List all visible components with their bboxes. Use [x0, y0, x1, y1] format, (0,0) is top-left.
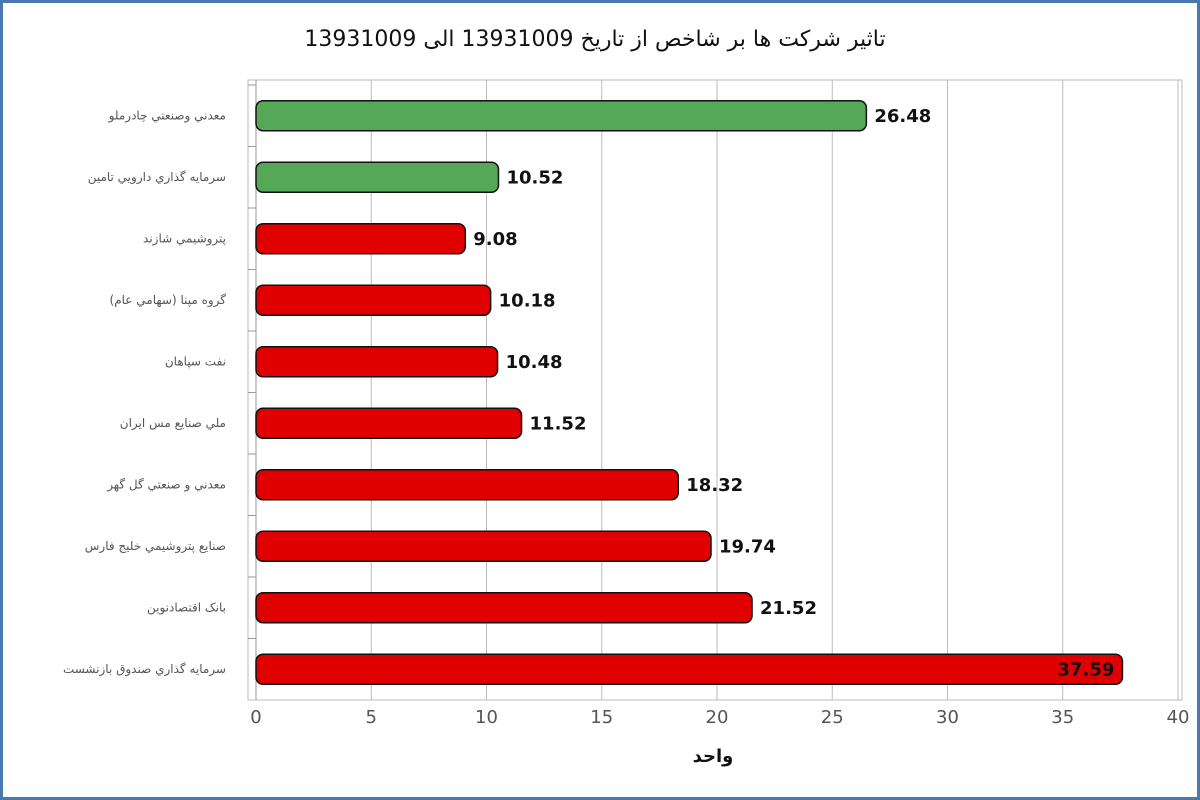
x-tick-label: 5	[366, 707, 377, 728]
bar	[255, 653, 1124, 685]
value-label: 21.52	[760, 598, 817, 619]
x-tick-label: 35	[1051, 707, 1074, 728]
y-tick-label: معدني وصنعتي چادرملو	[108, 108, 226, 123]
value-label: 26.48	[874, 106, 931, 127]
value-label: 10.52	[506, 167, 563, 188]
x-axis-label: واحد	[693, 746, 734, 767]
bar	[255, 346, 499, 378]
y-tick-label: پتروشيمي شازند	[143, 231, 226, 246]
bar	[255, 469, 680, 501]
x-tick-label: 30	[936, 707, 959, 728]
x-tick-label: 20	[706, 707, 729, 728]
y-tick-label: گروه مپنا (سهامي عام)	[110, 293, 227, 308]
bar	[255, 161, 500, 193]
y-tick-label: معدني و صنعتي گل گهر	[106, 477, 226, 492]
value-label: 11.52	[530, 413, 587, 434]
bar	[255, 530, 712, 562]
x-tick-label: 0	[250, 707, 261, 728]
y-tick-label: نفت سپاهان	[165, 354, 226, 368]
y-tick-label: سرمايه گذاري دارويي تامين	[88, 170, 226, 185]
value-label: 37.59	[1058, 659, 1115, 680]
y-tick-label: سرمايه گذاري صندوق بازنشست	[63, 662, 226, 677]
x-tick-label: 25	[821, 707, 844, 728]
bar	[255, 284, 492, 316]
y-tick-label: صنايع پتروشيمي خليج فارس	[85, 539, 226, 554]
bar	[255, 223, 467, 255]
bar	[255, 100, 868, 132]
bar	[255, 592, 753, 624]
y-tick-label: ملي صنايع مس ايران	[120, 416, 226, 431]
y-tick-label: بانک اقتصادنوين	[147, 600, 226, 615]
chart-title: تاثیر شرکت ها بر شاخص از تاریخ 13931009 …	[304, 27, 885, 52]
value-label: 9.08	[473, 229, 517, 250]
value-label: 18.32	[686, 475, 743, 496]
x-tick-label: 40	[1167, 707, 1190, 728]
value-label: 10.18	[499, 290, 556, 311]
value-label: 10.48	[506, 352, 563, 373]
bar	[255, 407, 523, 439]
value-label: 19.74	[719, 536, 776, 557]
x-tick-label: 15	[590, 707, 613, 728]
x-tick-label: 10	[475, 707, 498, 728]
